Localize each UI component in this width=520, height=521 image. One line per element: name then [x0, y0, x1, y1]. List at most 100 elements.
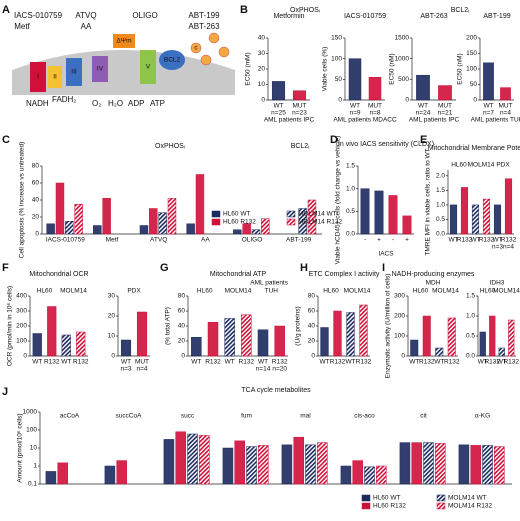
y-tick-label: 80 — [178, 293, 186, 300]
bar — [416, 74, 430, 101]
group-label: MOLM14 — [225, 288, 252, 295]
group-label: HL60 — [197, 288, 213, 295]
bar — [186, 223, 195, 235]
bar — [470, 445, 481, 485]
y-tick-label: 50 — [470, 81, 478, 88]
y-tick-label: 100 — [16, 338, 27, 345]
x-tick-label: R132 — [479, 237, 495, 244]
y-tick-label: 40 — [258, 35, 266, 42]
y-axis-label: (% total ATP) — [165, 307, 172, 345]
complex — [66, 58, 82, 86]
bar — [320, 327, 329, 357]
x-tick-label: Metf — [106, 237, 119, 244]
y-axis-label: (U/g proteins) — [295, 306, 302, 345]
sample-size: n=4 — [136, 366, 147, 373]
cytochrome — [200, 54, 212, 66]
x-axis-label: IACS — [378, 251, 394, 258]
x-tick-label: WT — [61, 359, 71, 366]
y-tick-label: 1.0 — [436, 202, 445, 209]
y-tick-label: 150 — [331, 35, 342, 42]
y-tick-label: 30 — [108, 293, 116, 300]
bar — [346, 312, 355, 357]
complex-label: ΔΨm — [116, 38, 131, 45]
bar — [340, 465, 352, 485]
bar — [224, 318, 235, 357]
chart-title: Mitochondrial Membrane Potential — [428, 145, 520, 152]
bar — [435, 347, 444, 357]
chart-title: NADH-producing enzymes — [392, 271, 475, 278]
y-tick-label: 1.0 — [346, 185, 355, 192]
y-tick-label: 0 — [23, 353, 27, 360]
x-tick-label: MUT — [135, 359, 149, 366]
x-tick-label: + — [405, 237, 409, 244]
complex — [92, 56, 108, 82]
x-tick-label: WT — [121, 359, 131, 366]
drug: ATVQ — [75, 11, 96, 20]
x-tick-label: WT — [350, 103, 360, 110]
bar — [493, 204, 502, 235]
x-tick-label: R132 — [44, 359, 60, 366]
group-label: MOLM14 — [344, 288, 371, 295]
x-tick-label: ABT-199 — [286, 237, 312, 244]
bar — [422, 315, 431, 357]
x-tick-label: WT — [448, 237, 458, 244]
y-tick-label: 1.5 — [346, 163, 355, 170]
y-axis-label: Amount (pmol/10⁶ cells) — [17, 413, 24, 482]
drug: AA — [81, 22, 92, 31]
diagram: IACS-010759 Metf ATVQ AA OLIGO ABT-199 A… — [12, 11, 235, 108]
x-axis-label: AML patients TUH — [471, 117, 520, 124]
sample-size: n=8 — [369, 110, 380, 117]
legend-label: MOLM14 R132 — [298, 219, 342, 226]
y-tick-label: 0.5 — [346, 208, 355, 215]
x-tick-label: acCoA — [60, 413, 80, 420]
chart-title: In vivo IACS sensitivity (CLDX) — [338, 141, 434, 148]
x-tick-label: WT — [32, 359, 42, 366]
y-tick-label: 0.0 — [436, 231, 445, 238]
group-label: HL60 — [37, 288, 53, 295]
drug: ABT-263 — [188, 22, 220, 31]
panel-letter: F — [2, 262, 9, 274]
chart-title: Mitochondrial OCR — [29, 271, 88, 278]
y-tick-label: 100 — [331, 55, 342, 62]
x-tick-label: - — [364, 237, 366, 244]
chart-title: TCA cycle metabolites — [241, 387, 311, 394]
legend-swatch — [211, 210, 221, 218]
x-axis-label: AML patients MDACC — [333, 117, 397, 124]
x-tick-label: WT — [497, 359, 507, 366]
group-label: MOLM14 — [60, 288, 87, 295]
x-tick-label: mal — [300, 413, 311, 420]
bar — [482, 198, 491, 235]
y-tick-label: 40 — [308, 323, 316, 330]
y-axis-label: Viable hCD45+ cells (fold change vs vehi… — [335, 136, 342, 265]
y-tick-label: 20 — [308, 338, 316, 345]
bar — [187, 433, 198, 485]
x-tick-label: WT — [434, 359, 444, 366]
bar — [242, 223, 251, 235]
x-tick-label: R132 — [239, 359, 255, 366]
group-label: PDX — [127, 288, 141, 295]
y-tick-label: 1.5 — [466, 293, 475, 300]
group-label: MOLM14 — [493, 288, 520, 295]
y-tick-label: 0 — [261, 97, 265, 104]
bar — [57, 462, 68, 485]
substrate: ADP — [128, 99, 144, 108]
panel-letter: I — [382, 262, 385, 274]
y-tick-label: 80 — [32, 163, 40, 170]
legend-swatch — [211, 218, 221, 226]
header: BCL2ᵢ — [291, 143, 310, 150]
y-tick-label: 0.5 — [436, 216, 445, 223]
complex-label: V — [146, 64, 151, 71]
legend-label: MOLM14 WT — [448, 495, 487, 502]
bar — [333, 310, 342, 357]
substrate: H₂O — [108, 99, 123, 108]
bar — [388, 195, 398, 235]
bar — [364, 466, 375, 485]
bar — [116, 460, 127, 485]
panel-letter: D — [330, 134, 338, 146]
bar — [479, 331, 486, 357]
y-tick-label: 0.5 — [466, 333, 475, 340]
y-tick-label: 100 — [466, 66, 477, 73]
x-tick-label: ATVQ — [150, 237, 167, 244]
y-tick-label: 300 — [394, 293, 405, 300]
y-tick-label: 60 — [308, 308, 316, 315]
